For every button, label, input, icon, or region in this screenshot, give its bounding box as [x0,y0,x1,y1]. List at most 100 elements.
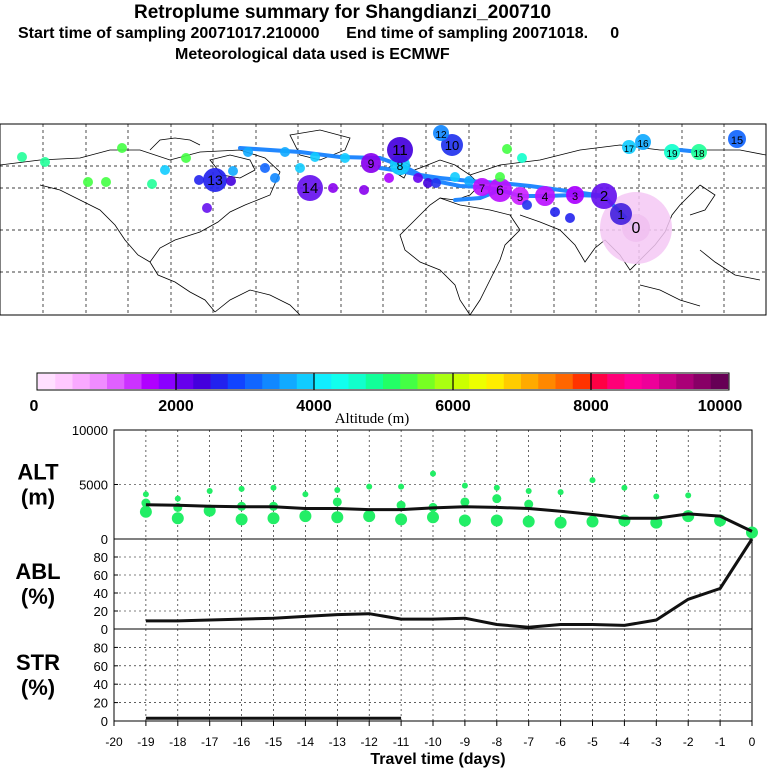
colorbar-cell [555,374,574,389]
small-marker [17,152,27,162]
colorbar-cell [693,374,712,389]
panel-ylabel: ABL [15,559,60,584]
alt-scatter-point [430,470,436,477]
colorbar-cell [331,374,349,389]
colorbar-tick-label: 2000 [158,398,194,415]
small-marker [40,157,50,167]
colorbar-cell [365,374,384,389]
trajectory-marker: 14 [297,175,323,201]
small-marker [565,213,575,223]
x-tick-label: -16 [233,735,251,749]
alt-scatter-point [331,511,344,524]
marker-dot [591,183,617,209]
trajectory-marker: 1 [610,203,632,225]
x-tick-label: -7 [523,735,534,749]
trajectory-marker: 10 [441,134,463,156]
y-tick-label: 80 [94,550,108,565]
alt-scatter-point [366,483,373,490]
colorbar-cell [124,374,142,389]
colorbar-cell [538,374,556,389]
colorbar-tick-label: 0 [30,398,39,415]
alt-scatter-point [302,491,309,498]
trajectory-marker: 4 [535,186,555,206]
colorbar-cell [348,374,367,389]
alt-scatter-point [621,484,628,491]
time-series-panels: 0500010000ALT(m)020406080ABL(%)020406080… [15,423,758,768]
y-tick-label: 60 [94,568,108,583]
trajectory-marker: 3 [566,186,584,204]
y-tick-label: 20 [94,696,108,711]
marker-label: 17 [624,144,634,154]
small-marker [328,183,338,193]
small-marker [295,163,305,173]
marker-label: 4 [542,190,549,204]
colorbar-cell [38,374,56,389]
x-tick-label: -10 [424,735,442,749]
alt-scatter-point [589,477,596,484]
marker-label: 7 [479,183,485,195]
colorbar-cell [55,374,73,389]
x-tick-label: -3 [651,735,662,749]
met-data-line: Meteorological data used is ECMWF [175,46,450,63]
x-tick-label: 0 [749,735,756,749]
y-tick-label: 80 [94,640,108,655]
alt-scatter-point [299,510,312,523]
x-tick-label: -8 [491,735,502,749]
alt-scatter-point [458,514,471,527]
colorbar-label: Altitude (m) [335,411,410,427]
x-tick-label: -1 [715,735,726,749]
x-tick-label: -14 [297,735,315,749]
alt-scatter-point [490,514,503,527]
marker-label: 11 [392,142,408,159]
marker-dot [610,203,632,225]
marker-label: 5 [517,192,523,204]
marker-label: 3 [572,191,578,203]
alt-scatter-point [461,482,468,489]
trajectory-marker: 11 [387,137,413,163]
alt-scatter-point [363,510,376,523]
panel-str: 0 20 40 60 80 STR(%) [16,628,753,729]
y-tick-label: 60 [94,659,108,674]
colorbar-cell [193,374,211,389]
marker-dot [361,153,381,173]
marker-label: 19 [666,149,678,160]
marker-label: 2 [600,188,608,205]
trajectory-marker: 15 [728,130,746,148]
small-marker [423,178,433,188]
small-marker [340,153,350,163]
small-marker [101,177,111,187]
small-marker [228,166,238,176]
colorbar-cell [607,374,625,389]
panel-ylabel-unit: (%) [21,584,55,609]
y-tick-label: 5000 [79,478,108,493]
small-marker [270,173,280,183]
colorbar-cell [624,374,643,389]
mean-line-abl [145,538,754,629]
x-tick-label: -13 [329,735,347,749]
colorbar-cell [314,374,332,389]
alt-scatter-point [139,505,152,518]
alt-scatter-point [524,499,534,509]
colorbar-cell [710,374,729,389]
colorbar-cell [641,374,660,389]
x-tick-label: -6 [555,735,566,749]
marker-label: 0 [632,220,641,237]
x-tick-label: -5 [587,735,598,749]
colorbar-cell [400,374,418,389]
colorbar-cell [296,374,315,389]
small-marker [310,152,320,162]
alt-scatter-point [427,511,439,524]
y-tick-label: 0 [101,622,108,637]
small-marker [464,176,474,186]
colorbar-cell [434,374,453,389]
trajectory-marker: 2 [591,183,617,209]
marker-label: 14 [302,180,319,197]
marker-dot [691,144,707,160]
marker-dot [441,134,463,156]
marker-label: 16 [637,139,649,150]
alt-scatter-point [492,494,502,504]
x-tick-label: -9 [460,735,471,749]
small-marker [117,143,127,153]
colorbar-tick-label: 6000 [435,398,471,415]
